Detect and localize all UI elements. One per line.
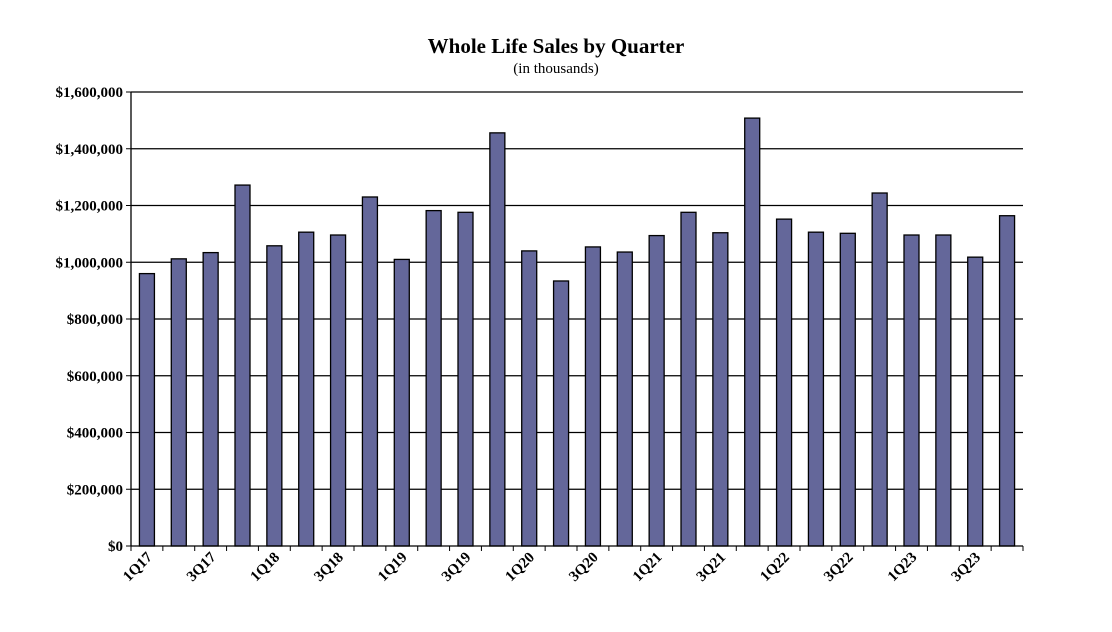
y-tick-label: $0 [108, 539, 123, 555]
bar: 4Q19: 1456000 [489, 132, 506, 547]
bar: 4Q23: 1164000 [998, 215, 1016, 547]
bar: 3Q18: 1096000 [329, 234, 347, 547]
y-tick-label: $1,400,000 [56, 142, 124, 158]
bar: 4Q18: 1230000 [361, 196, 379, 547]
bar: 3Q17: 1034000 [202, 251, 219, 547]
x-tick-label: 1Q19 [375, 550, 410, 585]
bar: 2Q19: 1182000 [425, 209, 442, 547]
x-tick-label: 3Q17 [184, 549, 220, 585]
bar: 3Q20: 1054000 [584, 246, 602, 547]
y-tick-label: $200,000 [67, 482, 123, 498]
bar: 2Q18: 1106000 [298, 231, 315, 547]
x-tick-label: 3Q23 [949, 550, 984, 585]
bar: 2Q17: 1012000 [170, 258, 187, 547]
x-tick-label: 3Q19 [439, 550, 474, 585]
x-tick-label: 3Q18 [311, 550, 346, 585]
bar: 1Q23: 1096000 [903, 234, 920, 547]
y-tick-label: $1,000,000 [56, 255, 124, 271]
bar: 2Q23: 1096000 [935, 234, 952, 547]
bar: 3Q23: 1018000 [967, 256, 984, 547]
chart-subtitle: (in thousands) [513, 61, 599, 77]
bar: 3Q22: 1102000 [839, 232, 856, 547]
bar: 1Q20: 1040000 [521, 250, 538, 547]
x-tick-label: 3Q22 [821, 550, 856, 585]
bar: 2Q20: 934000 [552, 280, 570, 547]
bar: 1Q21: 1094000 [648, 234, 665, 547]
y-tick-label: $600,000 [67, 369, 123, 385]
bar: 4Q17: 1272000 [234, 184, 251, 547]
bar: 4Q22: 1244000 [871, 192, 888, 547]
x-tick-label: 1Q23 [885, 550, 920, 585]
y-tick-label: $400,000 [67, 426, 123, 442]
y-tick-label: $800,000 [67, 312, 123, 328]
x-tick-label: 1Q22 [757, 550, 792, 585]
y-tick-label: $1,600,000 [56, 85, 124, 101]
y-tick-label: $1,200,000 [56, 199, 124, 215]
x-tick-label: 3Q21 [694, 550, 729, 585]
bar: 1Q19: 1010000 [393, 258, 410, 547]
bar: 4Q20: 1036000 [616, 251, 633, 547]
bar: 4Q21: 1508000 [744, 117, 761, 547]
bar: 2Q22: 1106000 [807, 231, 825, 547]
bar: 2Q21: 1176000 [680, 211, 697, 547]
x-tick-label: 1Q17 [120, 549, 156, 585]
bar: 1Q22: 1152000 [775, 218, 793, 547]
bar: 3Q21: 1104000 [712, 232, 729, 547]
x-tick-label: 1Q21 [630, 550, 665, 585]
bar: 1Q17: 960000 [138, 272, 156, 547]
bar: 3Q19: 1176000 [457, 211, 474, 547]
x-tick-label: 1Q18 [248, 550, 283, 585]
x-tick-label: 3Q20 [566, 550, 601, 585]
x-tick-label: 1Q20 [503, 550, 538, 585]
chart-title: Whole Life Sales by Quarter [427, 34, 685, 58]
bar: 1Q18: 1058000 [266, 245, 283, 547]
